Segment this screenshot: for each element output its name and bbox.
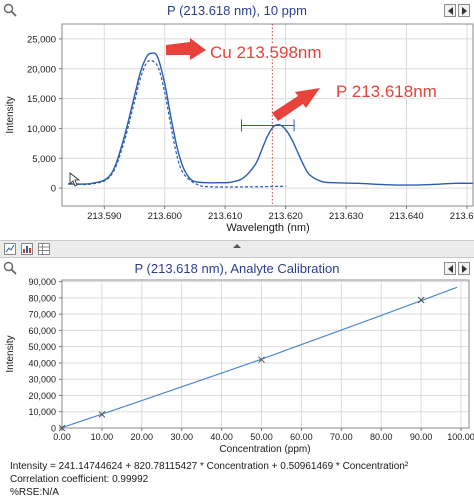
next-button[interactable] (458, 4, 470, 17)
x-tick-label: 70.00 (330, 432, 353, 442)
y-tick-label: 0 (51, 424, 56, 434)
calibration-title-bar: P (213.618 nm), Analyte Calibration (0, 258, 474, 280)
x-tick-label: 40.00 (210, 432, 233, 442)
cursor-arrow-icon (69, 172, 81, 187)
x-tick-label: 50.00 (250, 432, 273, 442)
chevron-left-icon (448, 265, 453, 273)
cu-callout-label: Cu 213.598nm (210, 43, 322, 62)
spectrum-panel: P (213.618 nm), 10 ppm 0 5,000 10,000 15,00… (0, 0, 474, 240)
y-tick-label: 25,000 (27, 34, 56, 45)
x-tick-label: 213.610 (208, 211, 242, 222)
p-callout-halo: P 213.618nm (336, 82, 437, 101)
p-peak-callout: P 213.618nm P 213.618nm (272, 81, 438, 121)
table-icon[interactable] (38, 243, 50, 255)
y-tick-label: 70,000 (28, 310, 56, 320)
calibration-chart[interactable]: 0 10,000 20,000 30,000 40,000 50,000 60,000 70,… (0, 258, 474, 458)
y-tick-label: 0 (51, 184, 56, 195)
x-tick-label: 10.00 (91, 432, 114, 442)
x-tick-label: 213.590 (87, 211, 121, 222)
x-tick-label: 80.00 (370, 432, 393, 442)
x-tick-label: 0.00 (53, 432, 71, 442)
y-tick-label: 20,000 (27, 64, 56, 75)
y-tick-label: 10,000 (27, 124, 56, 135)
next-button[interactable] (458, 262, 470, 275)
calibration-point-marker[interactable] (58, 424, 66, 432)
chart-icon[interactable] (4, 243, 16, 255)
grid-icon[interactable] (21, 243, 33, 255)
x-tick-label: 100.00 (447, 432, 474, 442)
x-tick-label: 60.00 (290, 432, 313, 442)
chevron-right-icon (462, 7, 467, 15)
x-tick-label: 20.00 (131, 432, 154, 442)
cu-peak-callout: Cu 213.598nm Cu 213.598nm (166, 38, 323, 64)
spectrum-title-bar: P (213.618 nm), 10 ppm (0, 0, 474, 22)
y-tick-label: 60,000 (28, 326, 56, 336)
x-tick-label: 213.630 (329, 211, 363, 222)
spectrum-solid-curve (68, 52, 474, 186)
spectrum-title: P (213.618 nm), 10 ppm (167, 3, 307, 18)
y-tick-label: 40,000 (28, 358, 56, 368)
spectrum-plot-frame (61, 23, 474, 207)
spectrum-dashed-curve (68, 59, 286, 188)
x-tick-label: 213.650 (450, 211, 474, 222)
y-tick-label: 30,000 (28, 375, 56, 385)
x-tick-label: 90.00 (410, 432, 433, 442)
x-tick-label: 213.620 (268, 211, 302, 222)
calibration-panel: P (213.618 nm), Analyte Calibration 0 10,… (0, 258, 474, 498)
x-tick-label: 30.00 (170, 432, 193, 442)
peak-window-marker[interactable] (241, 119, 295, 132)
calibration-y-axis-label: Intensity (5, 335, 16, 372)
calibration-grid (61, 280, 469, 429)
calibration-plot-frame (61, 279, 470, 429)
calibration-point-marker[interactable] (98, 410, 106, 418)
calibration-title: P (213.618 nm), Analyte Calibration (134, 261, 340, 276)
correlation-coefficient: Correlation coefficient: 0.99992 (10, 474, 149, 485)
y-tick-label: 80,000 (28, 293, 56, 303)
prev-button[interactable] (444, 262, 456, 275)
cu-callout-halo: Cu 213.598nm (210, 43, 322, 62)
x-tick-label: 213.600 (148, 211, 182, 222)
magnifier-icon[interactable] (3, 261, 17, 275)
y-tick-label: 90,000 (28, 277, 56, 287)
chevron-right-icon (462, 265, 467, 273)
y-tick-label: 10,000 (28, 407, 56, 417)
calibration-point-marker[interactable] (258, 356, 265, 364)
spectrum-y-axis-label: Intensity (5, 96, 16, 133)
calibration-x-axis-label: Concentration (ppm) (219, 444, 310, 455)
panel-splitter-toolbar[interactable] (0, 240, 474, 258)
magnifier-icon[interactable] (3, 3, 17, 17)
calibration-equation: Intensity = 241.14744624 + 820.78115427 … (10, 461, 409, 472)
p-callout-label: P 213.618nm (336, 82, 437, 101)
splitter-grip-icon[interactable] (230, 243, 244, 253)
y-tick-label: 50,000 (28, 342, 56, 352)
calibration-point-marker[interactable] (417, 296, 425, 304)
rse-value: %RSE:N/A (10, 487, 59, 498)
x-tick-label: 213.640 (389, 211, 423, 222)
chevron-left-icon (448, 7, 453, 15)
y-tick-label: 20,000 (28, 391, 56, 401)
y-tick-label: 5,000 (32, 154, 56, 165)
prev-button[interactable] (444, 4, 456, 17)
spectrum-chart[interactable]: 0 5,000 10,000 15,000 20,000 25,000 213.590 21… (0, 0, 474, 240)
spectrum-grid (62, 24, 473, 206)
y-tick-label: 15,000 (27, 94, 56, 105)
spectrum-x-axis-label: Wavelength (nm) (226, 222, 309, 234)
